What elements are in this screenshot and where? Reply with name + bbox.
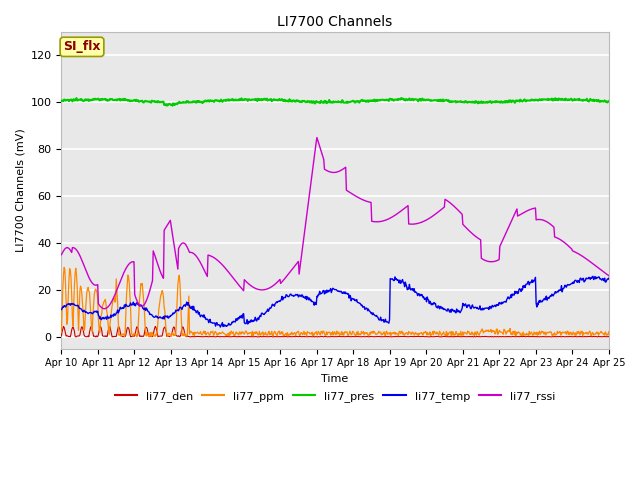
Text: SI_flx: SI_flx: [63, 40, 100, 53]
Y-axis label: LI7700 Channels (mV): LI7700 Channels (mV): [15, 128, 25, 252]
Title: LI7700 Channels: LI7700 Channels: [278, 15, 393, 29]
Legend: li77_den, li77_ppm, li77_pres, li77_temp, li77_rssi: li77_den, li77_ppm, li77_pres, li77_temp…: [111, 387, 559, 407]
X-axis label: Time: Time: [321, 374, 349, 384]
